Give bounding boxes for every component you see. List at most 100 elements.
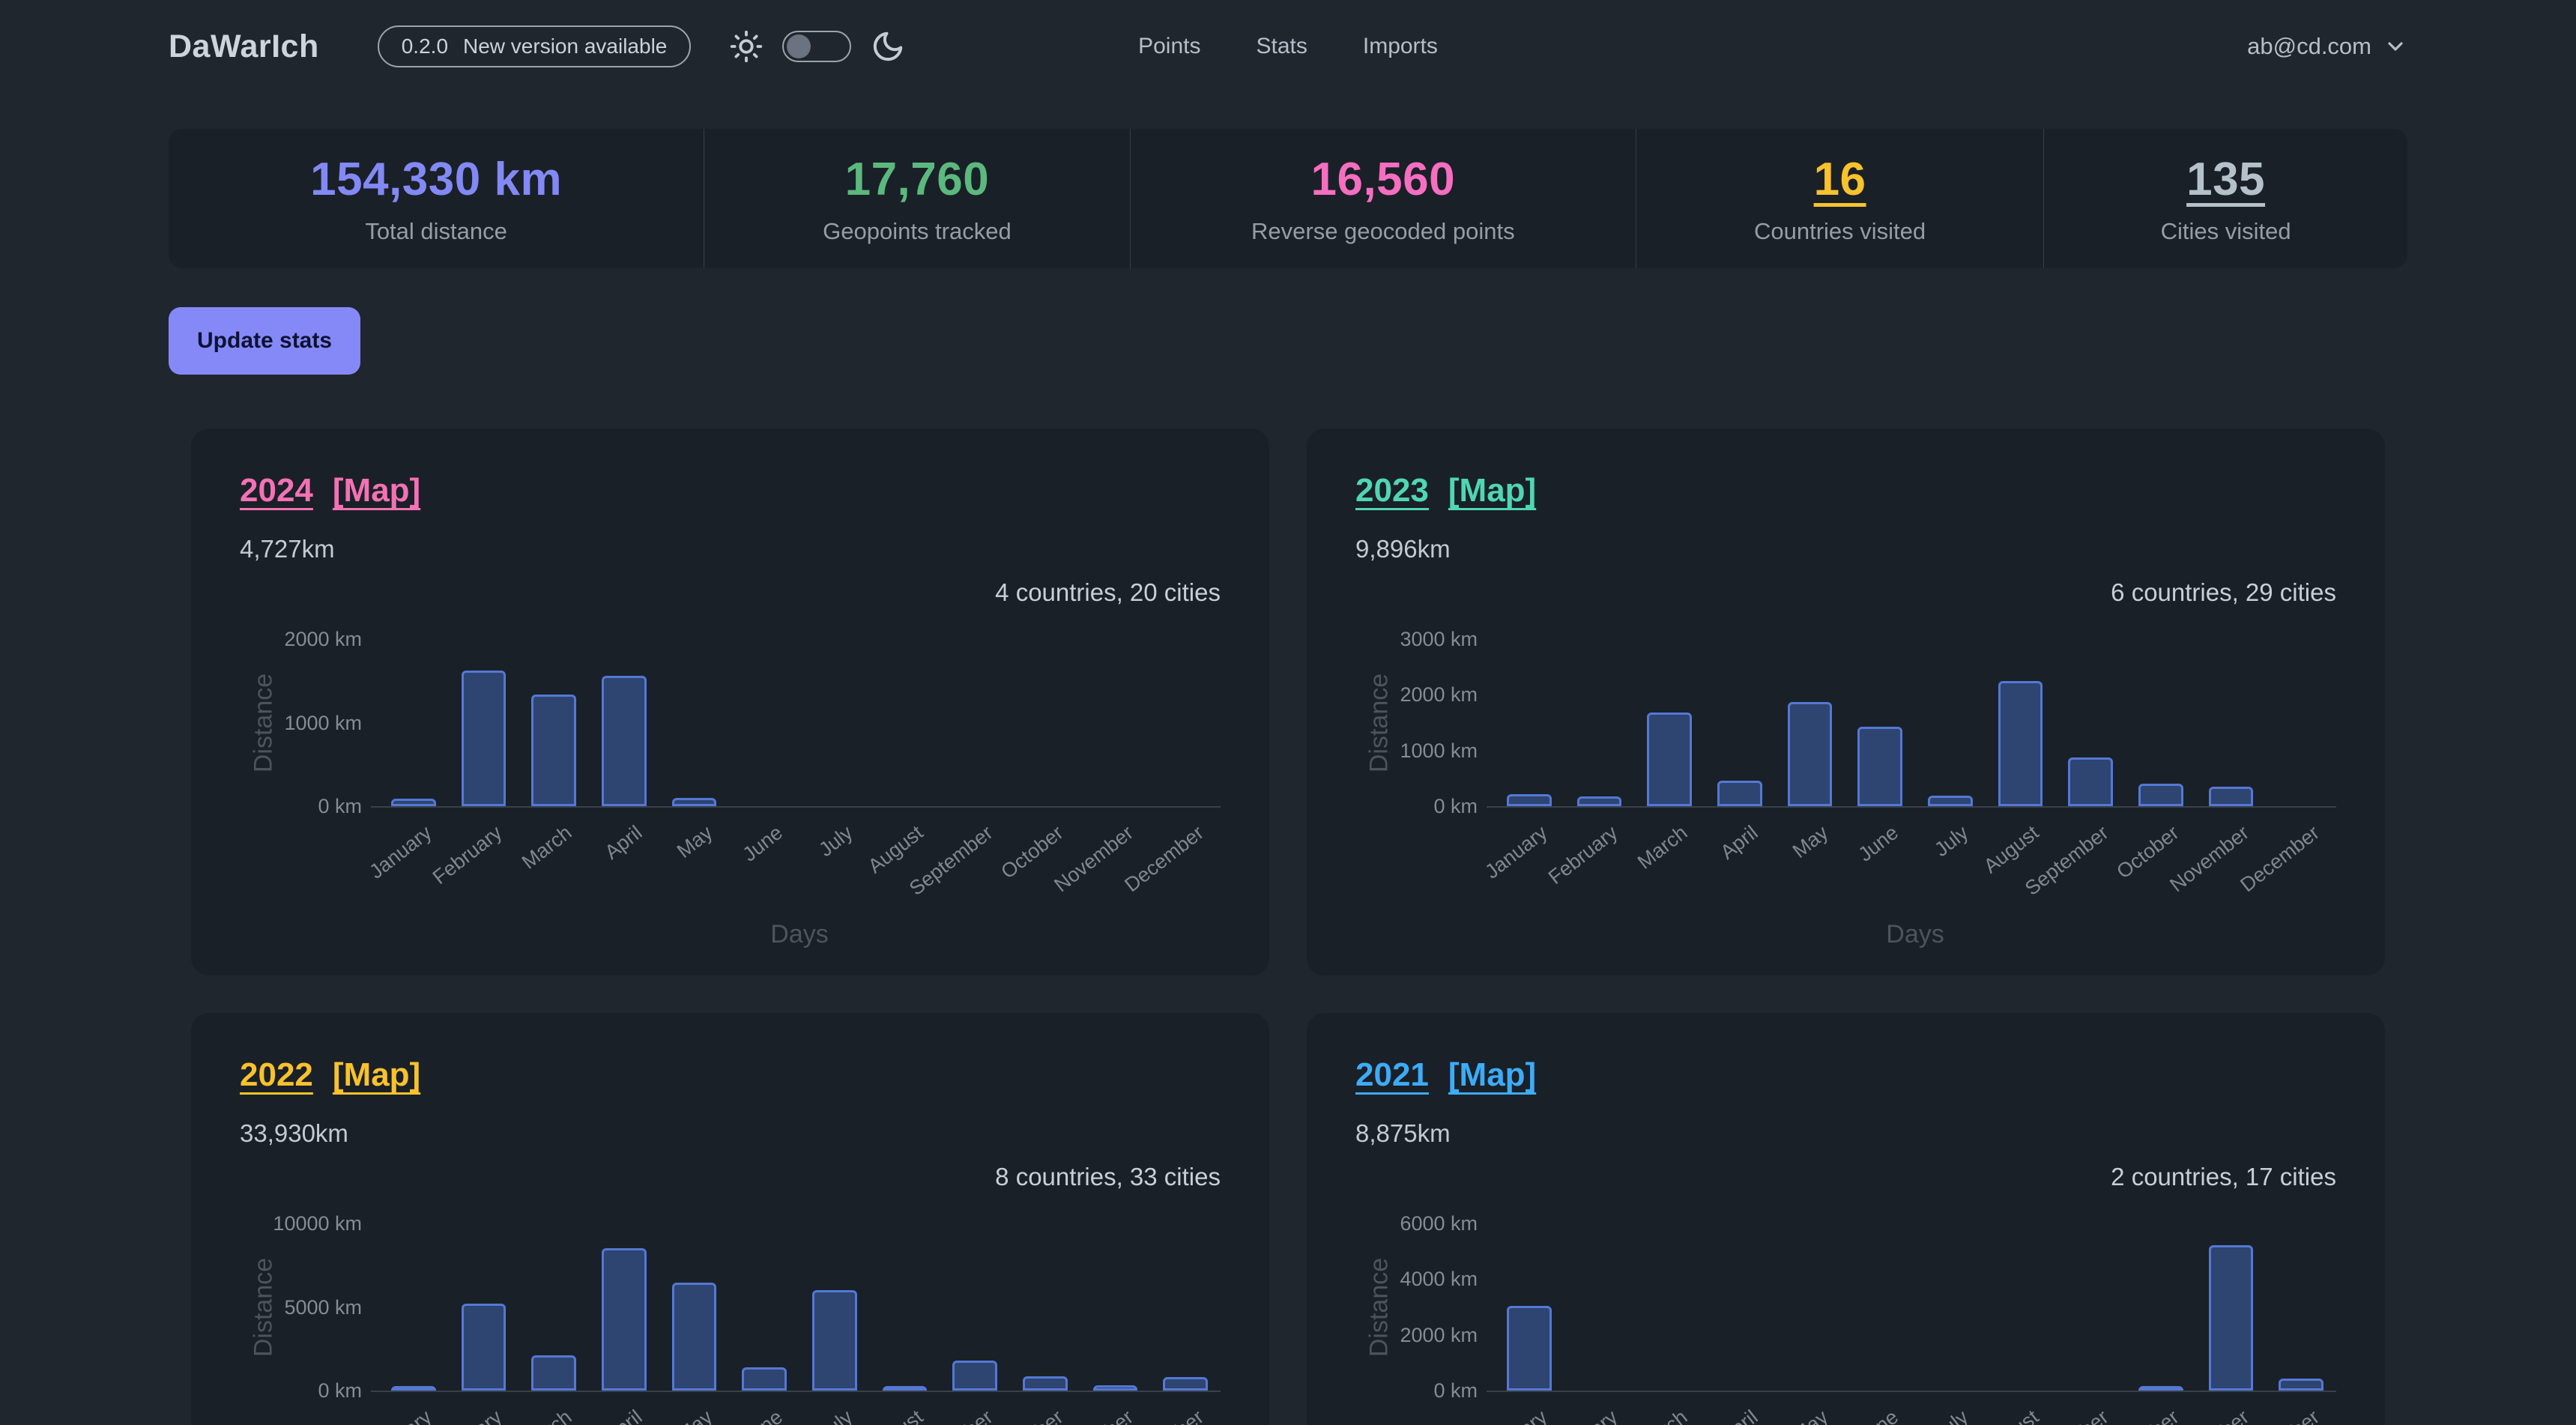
year-link-2024[interactable]: 2024 xyxy=(240,472,313,509)
year-card-2024: 2024 [Map] 4,727km 4 countries, 20 citie… xyxy=(191,429,1269,975)
stat-cities-value[interactable]: 135 xyxy=(2186,153,2266,205)
bar-december[interactable] xyxy=(1163,1377,1209,1391)
x-tick-text: November xyxy=(1050,821,1138,897)
x-tick-text: August xyxy=(863,1406,927,1425)
y-tick-label: 4000 km xyxy=(1400,1268,1478,1291)
year-card-2024-head: 2024 [Map] xyxy=(240,472,1221,509)
bar-october[interactable] xyxy=(1022,1376,1068,1391)
bar-may[interactable] xyxy=(671,1283,717,1391)
x-tick-text: June xyxy=(1854,821,1902,866)
bar-november[interactable] xyxy=(1092,1385,1138,1391)
year-link-2023[interactable]: 2023 xyxy=(1355,472,1429,509)
header: DaWarIch 0.2.0 New version available Poi… xyxy=(0,0,2576,93)
stat-total-distance: 154,330 km Total distance xyxy=(169,129,704,268)
map-link-2021[interactable]: [Map] xyxy=(1448,1056,1537,1093)
y-axis-title: Distance xyxy=(249,673,278,772)
bar-december[interactable] xyxy=(2279,1378,2324,1391)
stat-geopoints: 17,760 Geopoints tracked xyxy=(704,129,1129,268)
monthly-distance-chart-2024: 0 km 1000 km 2000 km Distance January Februar… xyxy=(240,613,1221,965)
x-tick-text: February xyxy=(428,821,507,889)
y-tick-label: 2000 km xyxy=(284,628,362,650)
theme-toggle[interactable] xyxy=(782,31,852,62)
bar-july[interactable] xyxy=(1927,795,1973,806)
x-tick-text: December xyxy=(2236,821,2323,897)
x-tick-text: January xyxy=(365,1406,436,1425)
bar-april[interactable] xyxy=(1717,780,1762,806)
map-link-2024[interactable]: [Map] xyxy=(332,472,421,509)
monthly-distance-chart-2023: 0 km 1000 km 2000 km 3000 km Distance January… xyxy=(1355,613,2336,965)
year-distance-2022: 33,930km xyxy=(240,1119,348,1147)
y-tick-label: 3000 km xyxy=(1400,628,1478,650)
x-axis-line xyxy=(1487,806,2336,808)
map-link-2022[interactable]: [Map] xyxy=(332,1056,421,1093)
x-tick-text: February xyxy=(1544,1406,1622,1425)
bar-january[interactable] xyxy=(390,1386,436,1391)
bar-march[interactable] xyxy=(531,1355,577,1391)
x-tick-text: April xyxy=(1716,821,1762,864)
bar-august[interactable] xyxy=(1998,680,2043,806)
bar-june[interactable] xyxy=(1857,726,1903,806)
version-badge[interactable]: 0.2.0 New version available xyxy=(377,25,692,67)
bar-november[interactable] xyxy=(2208,786,2254,806)
year-link-2022[interactable]: 2022 xyxy=(240,1056,313,1093)
bar-october[interactable] xyxy=(2138,784,2183,806)
year-distance-2021: 8,875km xyxy=(1355,1119,1451,1147)
bar-march[interactable] xyxy=(531,694,577,806)
map-link-2023[interactable]: [Map] xyxy=(1448,472,1537,509)
bar-january[interactable] xyxy=(1506,1305,1552,1391)
update-stats-button[interactable]: Update stats xyxy=(169,307,361,375)
stat-countries-value[interactable]: 16 xyxy=(1813,153,1866,205)
bar-may[interactable] xyxy=(671,798,717,806)
bar-november[interactable] xyxy=(2208,1244,2254,1391)
year-distance-2023: 9,896km xyxy=(1355,535,1451,563)
bar-february[interactable] xyxy=(1576,796,1622,806)
year-cards-grid: 2024 [Map] 4,727km 4 countries, 20 citie… xyxy=(191,429,2385,1425)
x-tick-text: August xyxy=(863,821,928,878)
theme-switcher xyxy=(730,29,905,64)
bar-june[interactable] xyxy=(742,1367,787,1391)
x-tick-text: October xyxy=(2112,1406,2183,1425)
year-card-2023: 2023 [Map] 9,896km 6 countries, 29 citie… xyxy=(1307,429,2385,975)
bar-january[interactable] xyxy=(390,798,436,806)
y-tick-label: 6000 km xyxy=(1400,1212,1478,1235)
y-tick-label: 2000 km xyxy=(1400,683,1478,707)
year-summary-2021: 2 countries, 17 cities xyxy=(2111,1163,2336,1190)
bar-february[interactable] xyxy=(461,1304,507,1391)
x-tick-text: July xyxy=(1930,1406,1973,1425)
nav-points[interactable]: Points xyxy=(1138,34,1201,58)
year-card-2022-head: 2022 [Map] xyxy=(240,1056,1221,1094)
x-tick-text: April xyxy=(600,821,647,864)
x-tick-text: March xyxy=(518,821,576,874)
x-tick-text: May xyxy=(673,1406,717,1425)
chevron-down-icon xyxy=(2383,34,2407,58)
bar-april[interactable] xyxy=(601,676,647,806)
bar-march[interactable] xyxy=(1647,712,1693,806)
bar-august[interactable] xyxy=(882,1386,928,1391)
y-tick-label: 1000 km xyxy=(1400,739,1478,762)
bar-april[interactable] xyxy=(601,1248,647,1391)
y-axis-title: Distance xyxy=(1364,1257,1394,1357)
stat-reverse-geocoded-label: Reverse geocoded points xyxy=(1251,217,1515,244)
y-tick-label: 0 km xyxy=(1433,1379,1478,1402)
nav-imports[interactable]: Imports xyxy=(1362,34,1438,58)
nav-stats[interactable]: Stats xyxy=(1256,34,1307,58)
account-email: ab@cd.com xyxy=(2247,33,2371,59)
x-tick-text: January xyxy=(365,821,436,883)
bar-september[interactable] xyxy=(2068,757,2114,806)
account-menu[interactable]: ab@cd.com xyxy=(2247,33,2407,60)
year-link-2021[interactable]: 2021 xyxy=(1355,1056,1429,1093)
sun-icon xyxy=(730,30,763,63)
x-tick-text: August xyxy=(1979,821,2043,878)
x-tick-text: February xyxy=(429,1406,507,1425)
bar-october[interactable] xyxy=(2138,1386,2183,1391)
bar-july[interactable] xyxy=(811,1290,857,1391)
theme-toggle-thumb[interactable] xyxy=(787,34,811,58)
bar-september[interactable] xyxy=(952,1360,998,1391)
bar-february[interactable] xyxy=(461,671,507,806)
x-tick-text: May xyxy=(672,821,717,863)
stat-countries: 16 Countries visited xyxy=(1635,129,2043,268)
y-tick-label: 0 km xyxy=(318,1379,362,1402)
bar-may[interactable] xyxy=(1787,701,1833,806)
x-axis-title: Days xyxy=(770,920,829,949)
bar-january[interactable] xyxy=(1506,794,1552,806)
